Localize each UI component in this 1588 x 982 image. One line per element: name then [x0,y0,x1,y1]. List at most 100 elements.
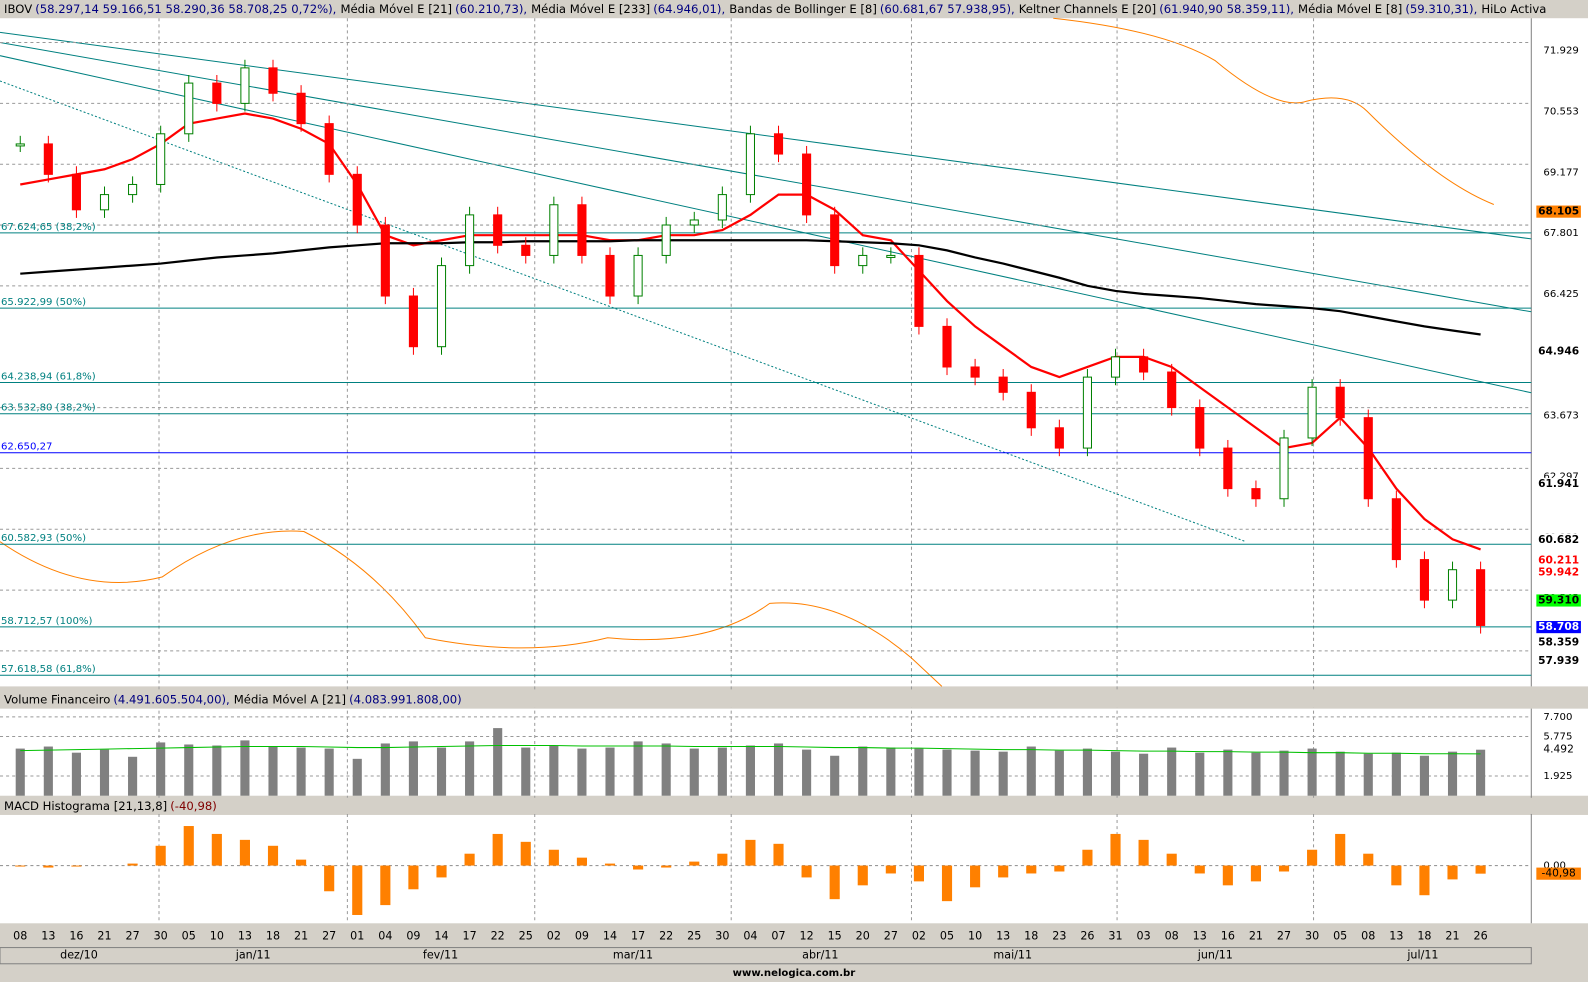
bar [493,728,503,796]
candle [128,183,138,196]
bar [1391,752,1401,796]
bar [717,747,727,796]
bar [1110,833,1121,866]
trendline [0,55,1532,394]
legend-name: Volume Financeiro [4,692,110,706]
footer: www.nelogica.com.br [733,968,856,979]
bar [1251,752,1261,796]
legend-value: (64.946,01), [653,2,725,16]
bar [1476,749,1486,796]
legend-value: (58.297,14 59.166,51 58.290,36 58.708,25… [35,2,336,16]
candle [1279,437,1289,500]
bar [604,863,616,866]
bar [1307,849,1318,866]
candle [380,224,390,297]
trendline [0,42,1532,313]
x-tick-label: 27 [1277,929,1291,942]
x-tick-label: 20 [856,929,870,942]
moving-average [20,745,1481,755]
bar [15,748,25,796]
month-label: dez/10 [60,949,98,962]
candle [99,194,110,211]
candle [717,194,727,221]
month-label: jul/11 [1406,949,1438,962]
legend-value: (60.210,73), [455,2,527,16]
legend-name: Média Móvel E [233] [531,2,650,16]
bar [464,853,475,866]
bar [1194,865,1205,874]
bar [99,749,110,796]
bar [1363,753,1373,796]
x-tick-label: 05 [182,929,196,942]
candle [296,92,306,125]
value-box [1536,636,1581,649]
legend-value: (60.681,67 57.938,95), [880,2,1015,16]
moving-average [20,112,1481,551]
y-tick-label: 71.929 [1543,46,1578,57]
bar [886,747,896,796]
candle [268,67,278,94]
value-box [1536,478,1581,491]
candle [1082,376,1092,449]
bar [1026,865,1037,874]
candle [689,219,699,226]
trendlines [0,31,1532,543]
candle [858,254,868,267]
x-tick-label: 03 [1137,929,1151,942]
bar [240,740,250,796]
bar [520,841,531,866]
bar [998,865,1009,878]
bar [296,747,306,796]
candle [212,82,222,104]
bar [128,756,138,796]
bar [324,865,335,892]
x-tick-label: 13 [1389,929,1403,942]
trendline [0,31,1532,240]
candle [1419,559,1429,601]
x-tick-label: 16 [1221,929,1235,942]
x-tick-label: 18 [1024,929,1038,942]
candle [886,254,896,258]
bar [914,748,924,796]
bar [829,865,840,900]
value-box-label: 61.941 [1538,477,1579,490]
bar [1419,865,1430,896]
bar [352,865,363,915]
bar [1475,865,1486,874]
bar [324,748,334,796]
x-tick-label: 10 [968,929,982,942]
volume-panel [0,708,1588,796]
bar [212,745,222,796]
bar [211,833,222,866]
value-box [1536,867,1581,880]
bar [942,749,952,796]
x-tick-label: 13 [996,929,1010,942]
x-tick-label: 14 [603,929,617,942]
candle [1139,356,1149,373]
bar [1082,748,1092,796]
bar [43,865,54,868]
level-label: 57.618,58 (61,8%) [1,664,96,675]
x-tick-label: 17 [631,929,645,942]
bar [1279,750,1289,796]
bar [71,865,82,867]
candle [802,153,812,216]
value-box [1536,205,1581,218]
bar [296,859,307,866]
bar [549,745,559,796]
candle [1054,427,1064,449]
x-tick-label: 08 [13,929,27,942]
legend-name: Média Móvel E [8] [1298,2,1402,16]
y-tick-label: 62.297 [1543,472,1578,483]
candle [1447,569,1458,601]
y-tick-label: 67.801 [1543,228,1578,239]
value-box [1536,743,1581,756]
bar [521,747,531,796]
x-tick-label: 23 [1052,929,1066,942]
bar [1222,865,1233,886]
bar [1250,865,1262,882]
overlay-curve [1053,17,1495,205]
legend-value: (-40,98) [170,798,217,812]
